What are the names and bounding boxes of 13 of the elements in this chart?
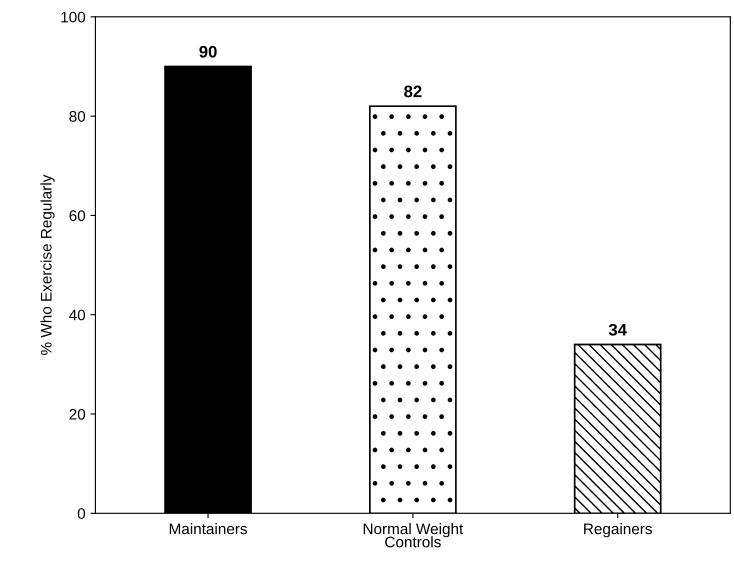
x-tick-label: Maintainers	[170, 523, 247, 534]
y-tick-label: 80	[69, 110, 86, 122]
y-tick-label: 20	[69, 408, 86, 420]
y-axis-title: % Who Exercise Regularly	[40, 174, 55, 355]
x-tick-label: Regainers	[584, 523, 652, 538]
y-tick-label: 100	[61, 12, 86, 23]
data-label: 34	[608, 324, 627, 336]
data-label: 90	[199, 46, 217, 58]
y-tick-label: 40	[69, 310, 86, 320]
y-tick-label: 60	[69, 210, 86, 222]
y-tick-label: 0	[78, 508, 86, 519]
data-label: 82	[404, 86, 422, 98]
x-tick-label: Normal Weight Controls	[364, 523, 464, 548]
